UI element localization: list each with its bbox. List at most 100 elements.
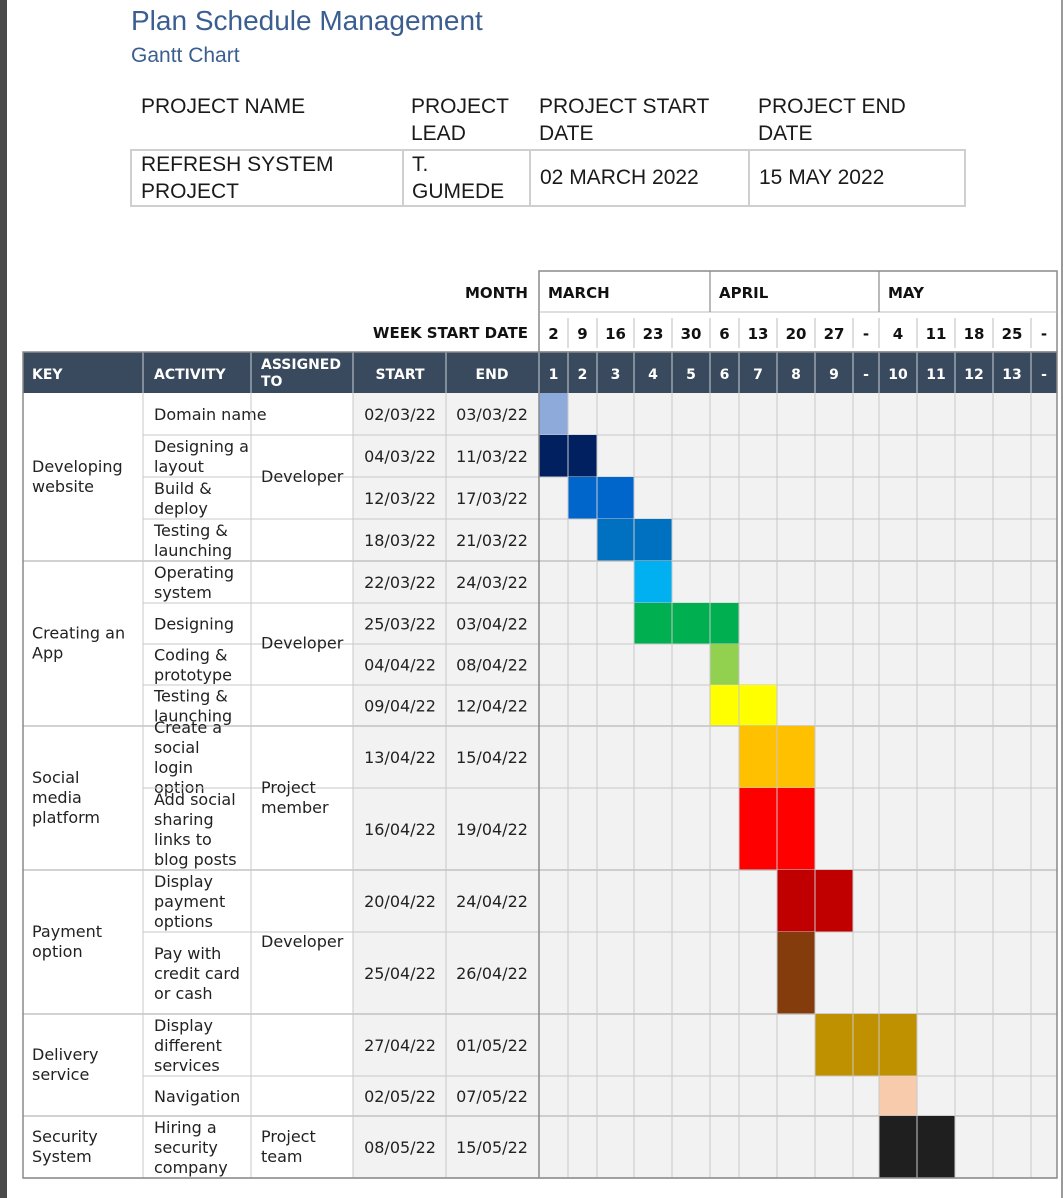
task-end-date: 07/05/22 bbox=[456, 1087, 528, 1106]
gantt-bar bbox=[597, 477, 634, 519]
task-end-date: 17/03/22 bbox=[456, 489, 528, 508]
group-key-label: Payment bbox=[32, 922, 102, 941]
week-start-date: 27 bbox=[824, 325, 845, 343]
group-assigned-label: Developer bbox=[261, 634, 344, 653]
divider bbox=[529, 151, 531, 205]
group-key-label: Developing bbox=[32, 457, 123, 476]
month-label: MONTH bbox=[465, 284, 528, 302]
group-assigned-label: Developer bbox=[261, 932, 344, 951]
activity-text: links to bbox=[154, 830, 212, 849]
week-number: 10 bbox=[888, 367, 908, 383]
activity-text: Hiring a bbox=[154, 1118, 217, 1137]
group-key-label: platform bbox=[32, 808, 100, 827]
week-number: - bbox=[1041, 367, 1047, 383]
end-header: END bbox=[476, 367, 509, 383]
activity-text: Display bbox=[154, 1016, 213, 1035]
week-start-date: 30 bbox=[681, 325, 702, 343]
group-key-label: service bbox=[32, 1065, 89, 1084]
activity-text: prototype bbox=[154, 666, 232, 685]
activity-text: credit card bbox=[154, 964, 240, 983]
week-start-date: 20 bbox=[786, 325, 807, 343]
activity-text: login bbox=[154, 758, 193, 777]
activity-text: Designing bbox=[154, 615, 234, 634]
week-number: 9 bbox=[829, 367, 839, 383]
week-number: 4 bbox=[648, 367, 658, 383]
group-key-label: Creating an bbox=[32, 624, 125, 643]
group-assigned-label: Developer bbox=[261, 467, 344, 486]
week-start-date: 23 bbox=[643, 325, 664, 343]
gantt-bar bbox=[815, 870, 853, 932]
assigned-header: ASSIGNED bbox=[261, 357, 341, 373]
task-end-date: 03/03/22 bbox=[456, 405, 528, 424]
week-number: 13 bbox=[1002, 367, 1021, 383]
divider bbox=[748, 151, 750, 205]
assigned-header: TO bbox=[261, 374, 283, 390]
activity-text: Domain name bbox=[154, 405, 267, 424]
gantt-bar bbox=[568, 435, 597, 477]
task-start-date: 04/03/22 bbox=[364, 447, 436, 466]
gantt-bar bbox=[777, 870, 815, 932]
start-header: START bbox=[375, 367, 425, 383]
gantt-bar bbox=[879, 1076, 917, 1116]
activity-text: Testing & bbox=[153, 687, 228, 706]
activity-text: services bbox=[154, 1056, 220, 1075]
group-key-label: Delivery bbox=[32, 1045, 98, 1064]
group-assigned-label: member bbox=[261, 798, 329, 817]
week-number: 7 bbox=[753, 367, 763, 383]
activity-text: Coding & bbox=[154, 646, 227, 665]
activity-text: options bbox=[154, 912, 213, 931]
week-number: 12 bbox=[964, 367, 983, 383]
activity-text: blog posts bbox=[154, 850, 237, 869]
week-number: 8 bbox=[791, 367, 801, 383]
activity-text: Navigation bbox=[154, 1087, 240, 1106]
activity-text: system bbox=[154, 583, 212, 602]
gantt-bar bbox=[672, 603, 710, 644]
task-start-date: 13/04/22 bbox=[364, 748, 436, 767]
gantt-bar bbox=[739, 788, 777, 870]
week-number: 2 bbox=[578, 367, 588, 383]
activity-text: Testing & bbox=[153, 521, 228, 540]
project-name-label: PROJECT NAME bbox=[141, 95, 306, 118]
task-start-date: 08/05/22 bbox=[364, 1138, 436, 1157]
gantt-bar bbox=[634, 561, 672, 603]
activity-text: Create a bbox=[154, 718, 222, 737]
page-title: Plan Schedule Management bbox=[131, 5, 483, 36]
activity-text: company bbox=[154, 1158, 228, 1177]
divider bbox=[402, 151, 404, 205]
project-end-value: 15 MAY 2022 bbox=[759, 166, 885, 189]
week-number: - bbox=[863, 367, 869, 383]
gantt-bar bbox=[739, 726, 777, 788]
activity-text: layout bbox=[154, 457, 204, 476]
group-key-label: App bbox=[32, 644, 63, 663]
week-start-date: 2 bbox=[548, 325, 558, 343]
task-end-date: 15/05/22 bbox=[456, 1138, 528, 1157]
week-start-date: 18 bbox=[964, 325, 985, 343]
task-start-date: 27/04/22 bbox=[364, 1036, 436, 1055]
task-start-date: 16/04/22 bbox=[364, 820, 436, 839]
task-end-date: 11/03/22 bbox=[456, 447, 528, 466]
task-start-date: 02/05/22 bbox=[364, 1087, 436, 1106]
week-start-date: - bbox=[1041, 325, 1047, 343]
gantt-bar bbox=[597, 519, 634, 561]
right-window-edge bbox=[1061, 0, 1063, 1198]
gantt-bar bbox=[710, 644, 739, 685]
gantt-bar bbox=[879, 1014, 917, 1076]
group-key-label: Social bbox=[32, 768, 79, 787]
task-end-date: 24/03/22 bbox=[456, 573, 528, 592]
week-start-date: 25 bbox=[1002, 325, 1023, 343]
project-lead-label: PROJECT LEAD bbox=[411, 95, 509, 145]
project-start-value: 02 MARCH 2022 bbox=[540, 166, 699, 189]
task-end-date: 24/04/22 bbox=[456, 892, 528, 911]
week-start-date: - bbox=[863, 325, 869, 343]
activity-text: launching bbox=[154, 707, 232, 726]
project-start-label: PROJECT START DATE bbox=[539, 95, 709, 145]
week-number: 3 bbox=[611, 367, 621, 383]
activity-text: Display bbox=[154, 872, 213, 891]
gantt-bar bbox=[777, 932, 815, 1014]
activity-text: Add social bbox=[154, 790, 236, 809]
week-start-date: 16 bbox=[605, 325, 626, 343]
month-name: APRIL bbox=[719, 284, 769, 302]
group-assigned-label: Project bbox=[261, 1127, 316, 1146]
gantt-bar bbox=[634, 519, 672, 561]
